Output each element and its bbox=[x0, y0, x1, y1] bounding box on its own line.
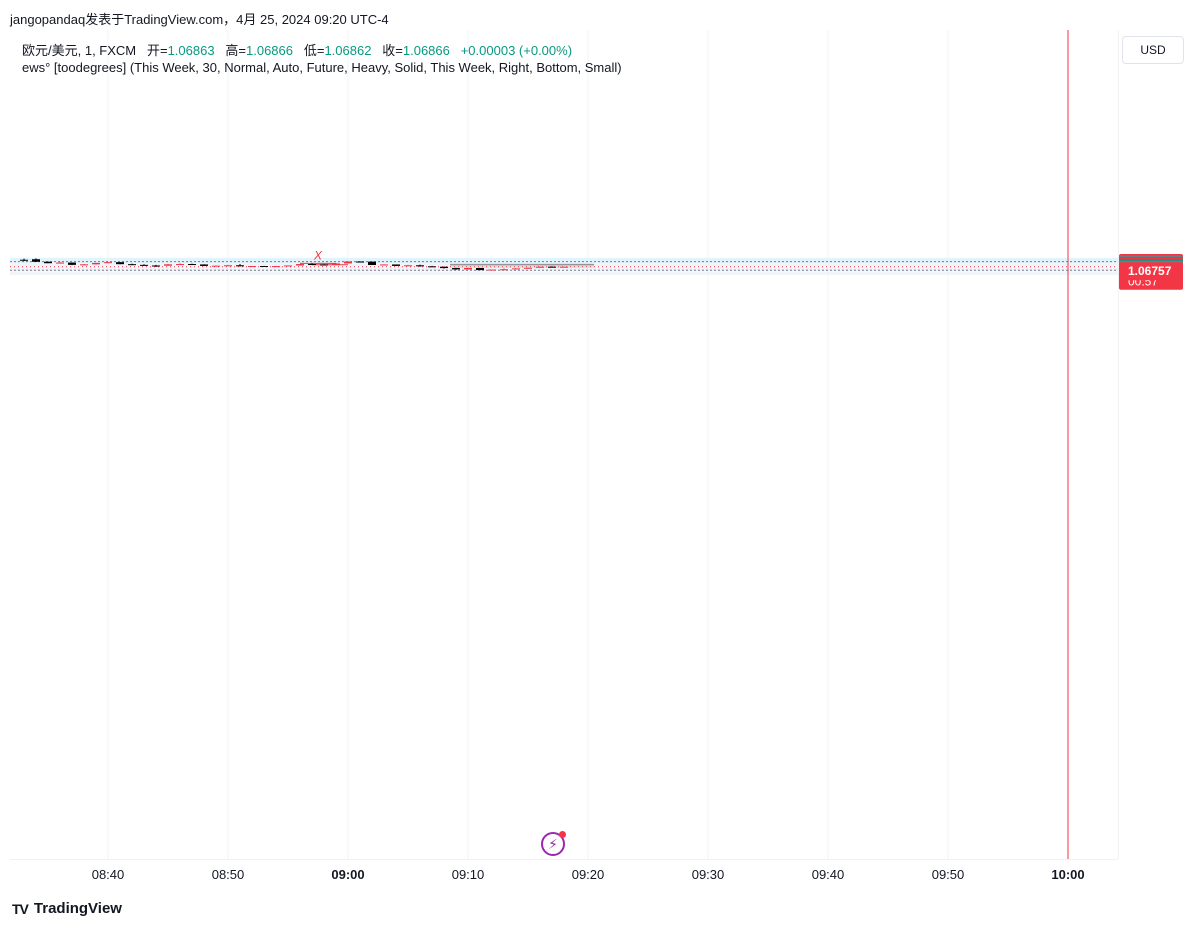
candle-body bbox=[476, 267, 484, 271]
tradingview-brand[interactable]: TV TradingView bbox=[12, 900, 122, 917]
lightning-icon[interactable]: ⚡ bbox=[541, 831, 566, 856]
candle-body bbox=[248, 266, 256, 268]
candle-body bbox=[20, 259, 28, 261]
candle-body bbox=[308, 264, 316, 266]
candle-body bbox=[44, 261, 52, 264]
candle-body bbox=[128, 264, 136, 266]
symbol-info[interactable]: 欧元/美元, 1, FXCM bbox=[22, 43, 137, 58]
candle-body bbox=[332, 263, 340, 265]
notification-dot bbox=[559, 831, 566, 838]
candle-body bbox=[152, 265, 160, 267]
high-label: 高= bbox=[225, 43, 246, 58]
price-label-stop bbox=[1119, 262, 1183, 281]
stop-loss-zone bbox=[450, 263, 594, 265]
time-tick-label: 09:20 bbox=[572, 867, 605, 882]
candle-body bbox=[536, 266, 544, 268]
chart-plot-area[interactable]: X bbox=[10, 30, 1118, 859]
candle-body bbox=[500, 269, 508, 271]
candle-body bbox=[68, 262, 76, 265]
candle-body bbox=[212, 265, 220, 267]
candle-body bbox=[224, 265, 232, 267]
candle-body bbox=[428, 266, 436, 268]
candle-body bbox=[260, 266, 268, 268]
close-value: 1.06866 bbox=[402, 43, 450, 58]
time-tick-label: 09:50 bbox=[932, 867, 965, 882]
candle-body bbox=[272, 266, 280, 268]
candle-body bbox=[92, 262, 100, 265]
close-label: 收= bbox=[382, 43, 403, 58]
low-value: 1.06862 bbox=[324, 43, 372, 58]
candle-body bbox=[56, 262, 64, 264]
candle-body bbox=[524, 267, 532, 269]
candle-body bbox=[440, 266, 448, 269]
candle-body bbox=[284, 265, 292, 267]
candle-body bbox=[140, 264, 148, 266]
chart-caption: jangopandaq发表于TradingView.com，4月 25, 202… bbox=[10, 12, 389, 27]
currency-button[interactable]: USD bbox=[1122, 36, 1184, 64]
candle-body bbox=[80, 264, 88, 266]
time-tick-label: 08:50 bbox=[212, 867, 245, 882]
open-label: 开= bbox=[146, 43, 168, 58]
candle-body bbox=[32, 259, 40, 262]
change-value: +0.00003 (+0.00%) bbox=[460, 43, 573, 58]
candle-body bbox=[404, 265, 412, 267]
candle-body bbox=[320, 264, 328, 266]
supply-zone bbox=[10, 257, 1118, 263]
candle-body bbox=[380, 264, 388, 266]
candle-body bbox=[560, 266, 568, 268]
candle-body bbox=[392, 264, 400, 266]
time-tick-label: 08:40 bbox=[92, 867, 125, 882]
candle-body bbox=[452, 268, 460, 270]
ohlc-legend: 欧元/美元, 1, FXCM 开=1.06863 高=1.06866 低=1.0… bbox=[22, 40, 572, 59]
candle-body bbox=[464, 267, 472, 270]
candle-body bbox=[176, 264, 184, 266]
candle-body bbox=[236, 265, 244, 267]
time-tick-label: 09:40 bbox=[812, 867, 845, 882]
candle-body bbox=[116, 262, 124, 265]
open-value: 1.06863 bbox=[167, 43, 215, 58]
price-axis[interactable]: 1.070401.070201.070001.069801.069601.069… bbox=[1118, 30, 1200, 859]
low-label: 低= bbox=[303, 43, 325, 58]
time-tick-label: 09:30 bbox=[692, 867, 725, 882]
high-value: 1.06866 bbox=[246, 43, 293, 58]
candle-body bbox=[356, 261, 364, 263]
time-axis[interactable]: 08:40 08:50 09:00 09:10 09:20 09:30 09:40 09:50… bbox=[10, 859, 1118, 891]
candle-body bbox=[512, 268, 520, 270]
indicator-legend[interactable]: ews° [toodegrees] (This Week, 30, Normal… bbox=[22, 60, 622, 75]
candle-body bbox=[344, 261, 352, 264]
candle-body bbox=[416, 265, 424, 267]
candle-body bbox=[488, 269, 496, 271]
time-tick-label: 09:10 bbox=[452, 867, 485, 882]
brand-name: TradingView bbox=[33, 900, 122, 917]
candle-body bbox=[296, 264, 304, 266]
candle-body bbox=[188, 264, 196, 266]
price-label-value: 1.06757 bbox=[1128, 264, 1172, 278]
candle-body bbox=[164, 264, 172, 266]
tradingview-logo-icon: TV bbox=[12, 900, 29, 917]
sweep-marker-label: X bbox=[313, 248, 323, 262]
time-tick-label: 09:00 bbox=[331, 867, 364, 882]
candle-body bbox=[548, 266, 556, 268]
candle-body bbox=[104, 262, 112, 264]
time-tick-label: 10:00 bbox=[1051, 867, 1084, 882]
candle-body bbox=[200, 264, 208, 266]
candle-body bbox=[368, 261, 376, 265]
